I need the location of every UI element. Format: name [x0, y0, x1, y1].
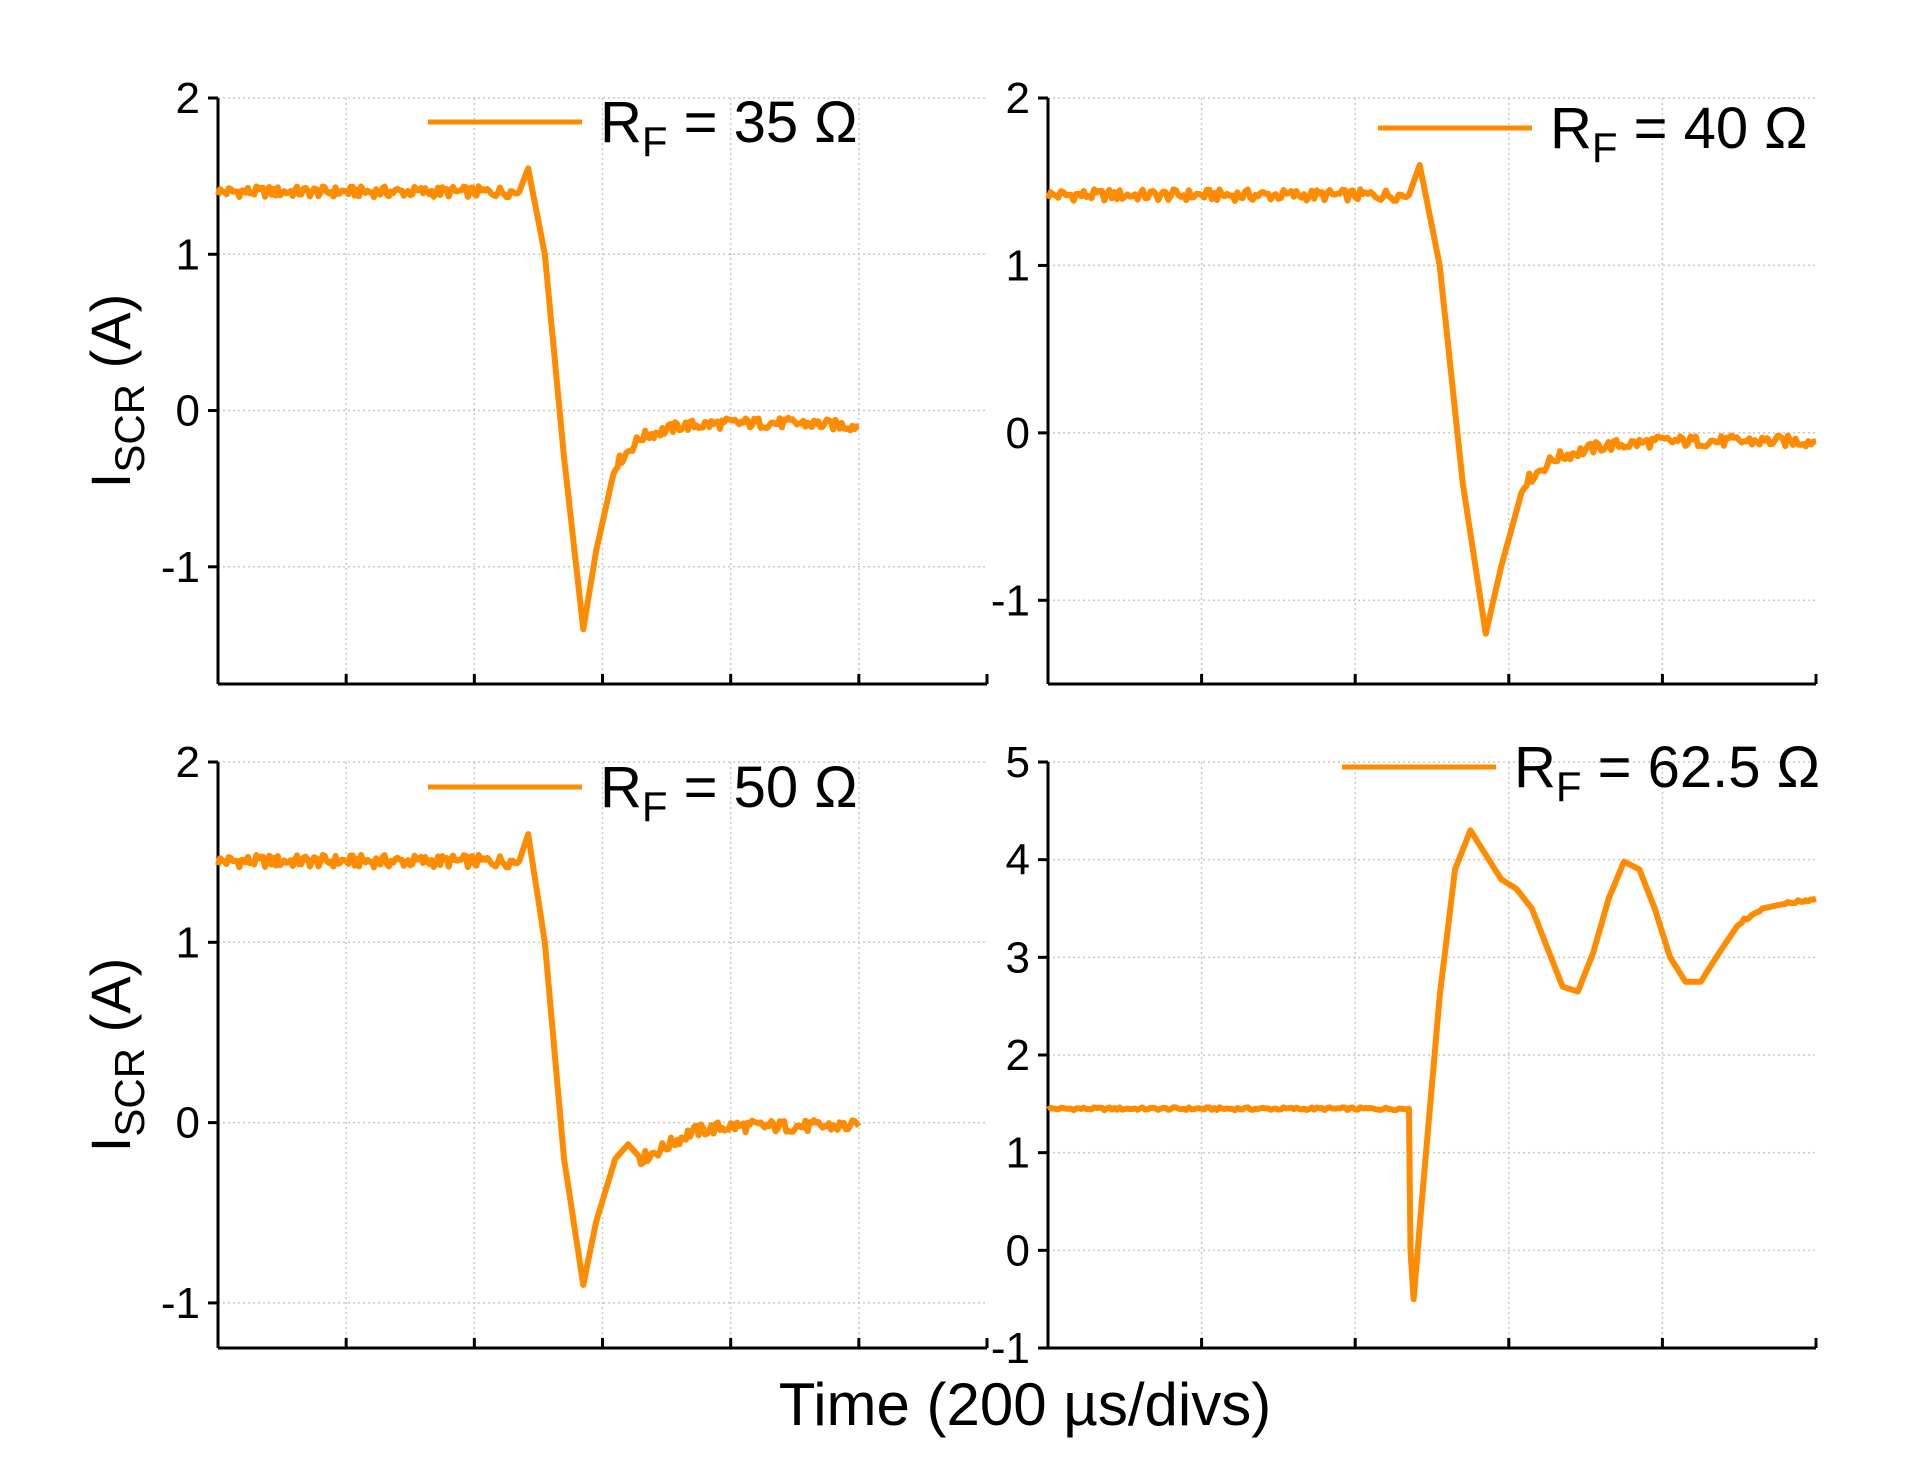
y-tick-label: 0 [176, 387, 200, 436]
legend-subscript: F [642, 783, 668, 830]
y-axis-symbol: I [79, 1137, 142, 1153]
panel-p3: -1 0 1 2 RF = 50 Ω ISCR (A) [79, 738, 989, 1350]
y-axis-title: ISCR (A) [79, 958, 153, 1152]
y-axis-symbol: I [79, 473, 142, 489]
series-line [215, 831, 862, 1288]
series-line [1046, 827, 1817, 1303]
panel-p2: -1 0 1 2 RF = 40 Ω [991, 74, 1818, 686]
legend-label: RF = 40 Ω [1550, 96, 1808, 171]
y-axis-unit: (A) [79, 958, 142, 1048]
y-axis-subscript: SCR [106, 1048, 153, 1137]
legend-symbol: R [1550, 96, 1592, 161]
legend-value: = 40 Ω [1618, 96, 1808, 161]
legend-symbol: R [600, 755, 642, 820]
legend-label: RF = 50 Ω [600, 755, 858, 830]
panel-p4: -1 0 1 2 3 4 5 RF = 62.5 Ω [991, 735, 1820, 1373]
series-line [1045, 162, 1817, 637]
y-tick-label: 2 [1006, 1031, 1030, 1080]
y-tick-label: 4 [1006, 836, 1030, 885]
legend-symbol: R [600, 90, 642, 155]
y-axis-title: ISCR (A) [79, 294, 153, 488]
y-tick-label: -1 [161, 1279, 200, 1328]
legend-label: RF = 62.5 Ω [1514, 735, 1820, 810]
y-tick-label: 3 [1006, 933, 1030, 982]
y-tick-label: 2 [1006, 74, 1030, 123]
legend-value: = 35 Ω [668, 90, 858, 155]
y-tick-label: 2 [176, 738, 200, 787]
y-tick-label: 0 [1006, 1226, 1030, 1275]
y-tick-label: -1 [991, 1324, 1030, 1373]
legend-symbol: R [1514, 735, 1556, 800]
legend-value: = 62.5 Ω [1582, 735, 1820, 800]
legend-subscript: F [1556, 763, 1582, 810]
legend-subscript: F [1592, 124, 1618, 171]
y-tick-label: -1 [991, 576, 1030, 625]
y-axis-subscript: SCR [106, 384, 153, 473]
y-axis-unit: (A) [79, 294, 142, 384]
series-line [215, 165, 860, 633]
legend-subscript: F [642, 118, 668, 165]
legend-value: = 50 Ω [668, 755, 858, 820]
y-tick-label: 1 [1006, 241, 1030, 290]
panel-p1: -1 0 1 2 RF = 35 Ω ISCR (A) [79, 74, 989, 686]
y-tick-label: 0 [1006, 409, 1030, 458]
y-tick-label: 0 [176, 1099, 200, 1148]
x-axis-title: Time (200 µs/divs) [779, 1371, 1271, 1438]
y-tick-label: -1 [161, 543, 200, 592]
y-tick-label: 1 [176, 230, 200, 279]
y-tick-label: 5 [1006, 738, 1030, 787]
y-tick-label: 2 [176, 74, 200, 123]
y-tick-label: 1 [1006, 1129, 1030, 1178]
legend-label: RF = 35 Ω [600, 90, 858, 165]
y-tick-label: 1 [176, 918, 200, 967]
